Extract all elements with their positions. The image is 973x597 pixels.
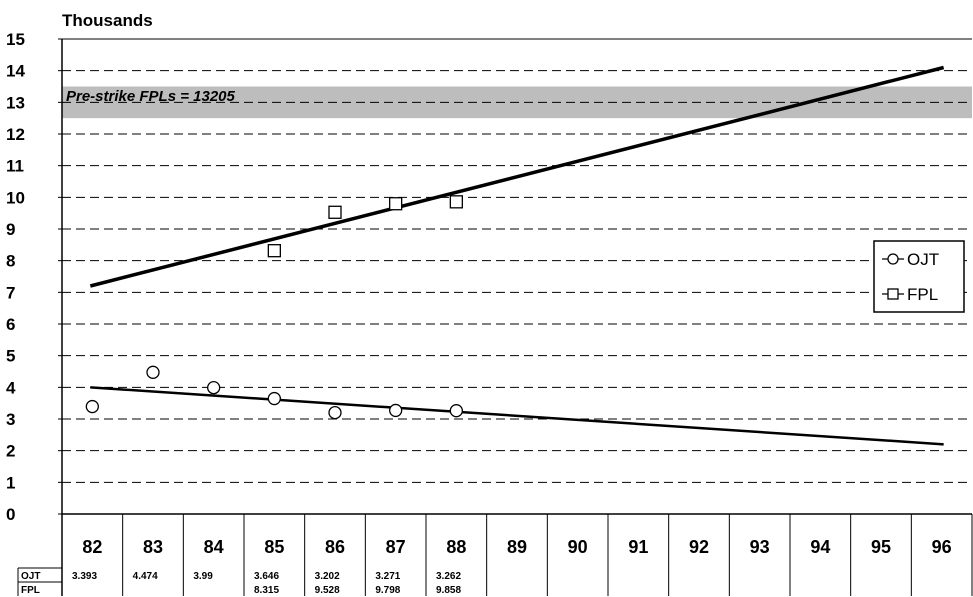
y-tick-label: 6: [6, 315, 15, 334]
x-tick-label: 85: [264, 537, 284, 557]
unit-label: Thousands: [62, 11, 153, 30]
x-tick-label: 95: [871, 537, 891, 557]
data-point-ojt: [267, 391, 281, 406]
y-tick-label: 7: [6, 283, 15, 302]
x-tick-label: 91: [628, 537, 648, 557]
data-markers: [85, 195, 463, 420]
x-tick-label: 89: [507, 537, 527, 557]
x-tick-label: 93: [750, 537, 770, 557]
x-tick-label: 84: [204, 537, 224, 557]
y-tick-label: 5: [6, 347, 15, 366]
data-point-ojt: [146, 365, 160, 379]
x-tick-label: 86: [325, 537, 345, 557]
data-point-fpl: [267, 244, 281, 258]
table-cell: 9.858: [436, 585, 461, 596]
legend-marker-ojt: [887, 253, 899, 265]
table-cell: 3.99: [193, 571, 213, 582]
y-tick-label: 8: [6, 252, 15, 271]
table-cell: 3.262: [436, 571, 461, 582]
data-table: 82 83 84 85 86 87 88 89 90 91 92 93 94 95 96 OJT 3.393 4.…: [21, 537, 952, 596]
table-cell: 3.202: [315, 571, 340, 582]
data-point-ojt: [449, 404, 463, 418]
reference-band-label: Pre-strike FPLs = 13205: [66, 88, 236, 105]
legend-marker-fpl: [887, 288, 899, 300]
trend-lines: [89, 65, 945, 446]
data-point-ojt: [85, 399, 99, 414]
trend-line-ojt: [90, 386, 944, 446]
x-tick-label: 82: [82, 537, 102, 557]
y-tick-label: 14: [6, 62, 25, 81]
y-tick-label: 2: [6, 442, 15, 461]
x-tick-label: 92: [689, 537, 709, 557]
y-tick-label: 1: [6, 473, 15, 492]
y-tick-label: 15: [6, 30, 25, 49]
trend-line-fpl: [89, 65, 945, 288]
table-row-label: OJT: [21, 571, 40, 582]
y-tick-label: 3: [6, 410, 15, 429]
table-cell: 3.271: [375, 571, 400, 582]
x-tick-label: 83: [143, 537, 163, 557]
table-cell: 3.646: [254, 571, 279, 582]
table-cell: 4.474: [133, 571, 158, 582]
table-cell: 3.393: [72, 571, 97, 582]
table-row-label: FPL: [21, 585, 40, 596]
y-tick-label: 4: [6, 378, 16, 397]
table-cell: 9.528: [315, 585, 340, 596]
data-point-fpl: [449, 195, 463, 209]
y-tick-label: 12: [6, 125, 25, 144]
y-tick-label: 0: [6, 505, 15, 524]
x-tick-label: 90: [568, 537, 588, 557]
y-tick-label: 10: [6, 188, 25, 207]
data-point-ojt: [207, 380, 221, 395]
y-tick-label: 13: [6, 93, 25, 112]
legend-label: FPL: [907, 285, 938, 304]
legend-label: OJT: [907, 250, 939, 269]
data-point-fpl: [328, 205, 342, 219]
data-point-ojt: [328, 405, 342, 420]
y-tick-label: 9: [6, 220, 15, 239]
y-tick-label: 11: [6, 157, 24, 176]
grid-lines: [62, 38, 972, 483]
axes: [17, 38, 973, 596]
x-tick-label: 87: [386, 537, 406, 557]
x-tick-label: 88: [446, 537, 466, 557]
data-point-fpl: [389, 197, 403, 211]
legend-box: [873, 240, 965, 313]
data-point-ojt: [389, 403, 403, 418]
legend: OJT FPL: [873, 240, 965, 313]
x-tick-label: 96: [932, 537, 952, 557]
table-cell: 8.315: [254, 585, 279, 596]
x-tick-label: 94: [810, 537, 830, 557]
table-cell: 9.798: [375, 585, 400, 596]
